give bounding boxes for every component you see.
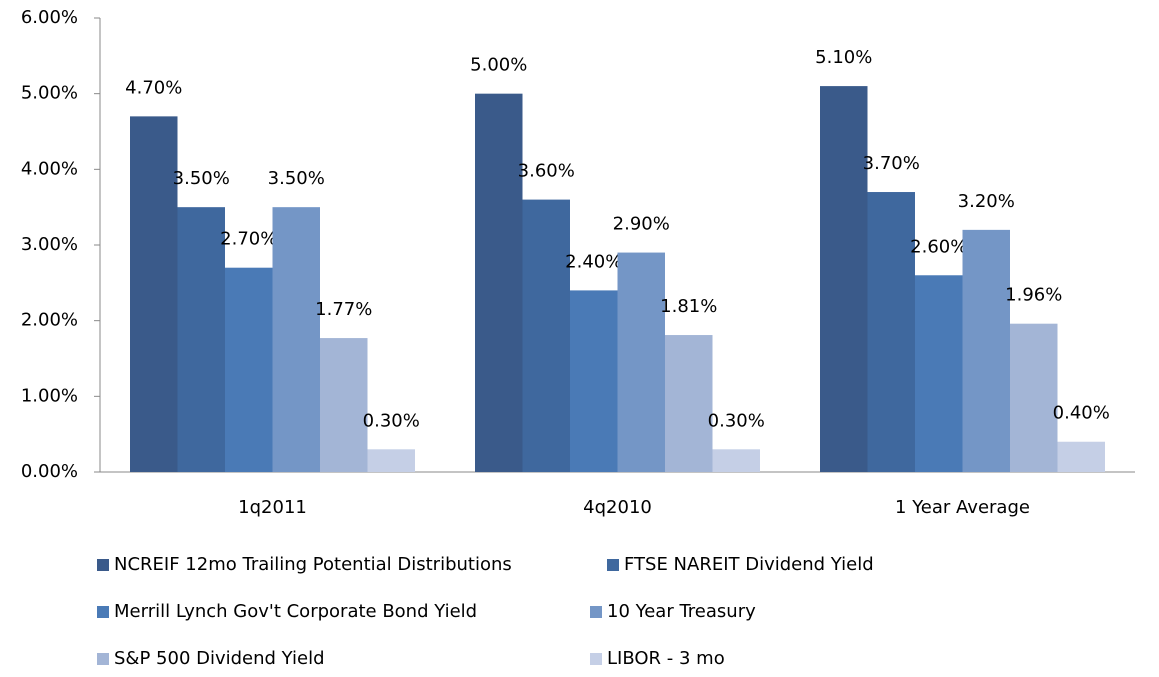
y-tick-label: 6.00%	[21, 7, 78, 28]
data-label: 2.90%	[613, 214, 670, 235]
y-tick-label: 5.00%	[21, 83, 78, 104]
bar	[617, 252, 665, 472]
bar	[130, 116, 178, 472]
data-label: 2.70%	[220, 229, 277, 250]
data-label: 3.50%	[268, 168, 325, 189]
bar	[1057, 441, 1105, 472]
legend-swatch	[590, 606, 602, 618]
legend-label: NCREIF 12mo Trailing Potential Distribut…	[114, 554, 512, 575]
x-tick-label: 1 Year Average	[895, 497, 1030, 518]
y-tick-label: 2.00%	[21, 310, 78, 331]
bar	[570, 290, 618, 472]
bar	[177, 207, 225, 472]
data-label: 3.20%	[958, 191, 1015, 212]
data-label: 2.60%	[910, 236, 967, 257]
legend-label: FTSE NAREIT Dividend Yield	[624, 554, 874, 575]
data-label: 5.10%	[815, 47, 872, 68]
data-label: 3.70%	[863, 153, 920, 174]
bar	[225, 267, 273, 472]
data-label: 3.60%	[518, 161, 575, 182]
data-label: 0.40%	[1053, 403, 1110, 424]
data-label: 3.50%	[173, 168, 230, 189]
legend-label: LIBOR - 3 mo	[607, 648, 725, 669]
bar	[367, 449, 415, 472]
data-label: 5.00%	[470, 55, 527, 76]
legend-swatch	[607, 559, 619, 571]
legend-swatch	[590, 653, 602, 665]
x-tick-label: 4q2010	[583, 497, 652, 518]
data-label: 1.96%	[1005, 285, 1062, 306]
x-tick-label: 1q2011	[238, 497, 307, 518]
y-tick-label: 1.00%	[21, 385, 78, 406]
data-label: 0.30%	[708, 410, 765, 431]
legend-swatch	[97, 653, 109, 665]
y-tick-label: 4.00%	[21, 158, 78, 179]
bar	[522, 199, 570, 472]
legend-swatch	[97, 606, 109, 618]
bar	[962, 229, 1010, 472]
bar	[475, 93, 523, 473]
legend-label: Merrill Lynch Gov't Corporate Bond Yield	[114, 601, 477, 622]
bar	[712, 449, 760, 472]
bar	[665, 335, 713, 472]
legend-label: 10 Year Treasury	[607, 601, 756, 622]
bar	[320, 338, 368, 472]
bar	[915, 275, 963, 472]
data-label: 0.30%	[363, 410, 420, 431]
bar	[867, 192, 915, 473]
bar	[272, 207, 320, 472]
bar	[1010, 323, 1058, 472]
y-tick-label: 0.00%	[21, 461, 78, 482]
bar	[820, 86, 868, 472]
y-tick-label: 3.00%	[21, 234, 78, 255]
data-label: 4.70%	[125, 77, 182, 98]
data-label: 2.40%	[565, 251, 622, 272]
legend-label: S&P 500 Dividend Yield	[114, 648, 325, 669]
legend-swatch	[97, 559, 109, 571]
data-label: 1.81%	[660, 296, 717, 317]
data-label: 1.77%	[315, 299, 372, 320]
